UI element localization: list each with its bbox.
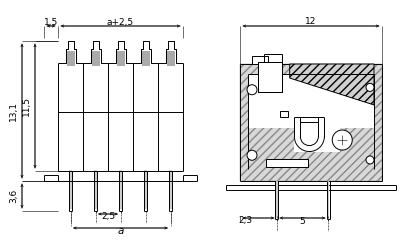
Bar xyxy=(327,181,329,218)
Bar xyxy=(69,170,72,209)
Text: a: a xyxy=(117,226,124,236)
Bar xyxy=(252,56,268,64)
Text: 1,5: 1,5 xyxy=(44,17,58,27)
Text: 2,3: 2,3 xyxy=(238,216,252,226)
Bar xyxy=(142,51,150,66)
Bar xyxy=(92,51,100,66)
Text: 3,6: 3,6 xyxy=(9,189,18,203)
Bar xyxy=(166,51,174,66)
Bar xyxy=(294,117,340,152)
Polygon shape xyxy=(290,64,374,105)
Circle shape xyxy=(332,130,352,150)
Bar xyxy=(169,170,172,209)
Text: 11,5: 11,5 xyxy=(22,96,31,116)
Bar xyxy=(119,170,122,209)
Bar xyxy=(280,111,288,117)
Text: a+2,5: a+2,5 xyxy=(107,17,134,27)
Circle shape xyxy=(366,156,374,164)
Bar xyxy=(248,74,374,128)
Text: 2,5: 2,5 xyxy=(101,213,115,221)
Bar xyxy=(94,170,97,209)
Bar xyxy=(276,181,278,218)
Circle shape xyxy=(247,150,257,160)
Bar xyxy=(144,170,147,209)
Bar xyxy=(266,159,308,167)
Bar xyxy=(116,51,124,66)
Text: 12: 12 xyxy=(305,17,317,27)
Bar xyxy=(66,51,74,66)
Bar xyxy=(258,62,282,92)
Bar xyxy=(240,64,382,181)
Circle shape xyxy=(366,83,374,92)
Circle shape xyxy=(247,85,257,95)
Text: 13,1: 13,1 xyxy=(9,101,18,121)
Bar xyxy=(240,64,382,181)
Text: 5: 5 xyxy=(300,216,305,226)
